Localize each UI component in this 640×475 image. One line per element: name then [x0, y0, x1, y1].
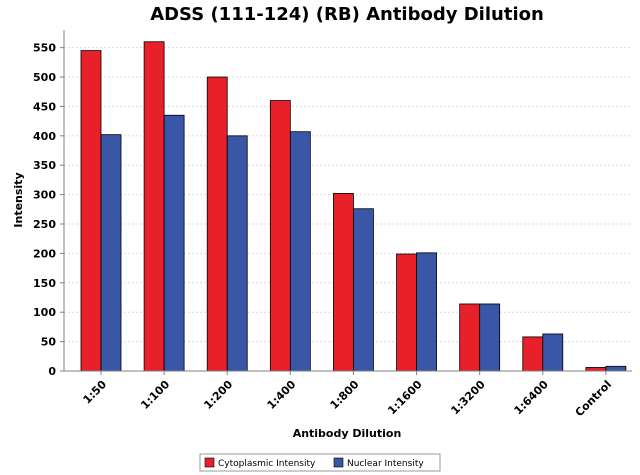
bar	[479, 303, 501, 372]
x-axis-label: Antibody Dilution	[293, 427, 402, 440]
x-tick-label: 1:3200	[448, 378, 488, 418]
y-tick-label: 50	[41, 336, 57, 349]
bar	[269, 100, 291, 372]
bar	[80, 50, 102, 372]
y-tick-label: 350	[33, 159, 56, 172]
bar	[522, 336, 544, 372]
y-tick-label: 500	[33, 71, 56, 84]
y-tick-label: 100	[33, 306, 56, 319]
y-tick-label: 400	[33, 130, 56, 143]
bar	[226, 135, 248, 372]
bar	[100, 134, 122, 372]
bar	[585, 367, 607, 372]
bar	[459, 303, 481, 372]
bar	[333, 193, 354, 372]
bars	[80, 41, 627, 372]
bar	[396, 253, 417, 372]
bar	[289, 131, 311, 372]
legend: Cytoplasmic Intensity Nuclear Intensity	[199, 453, 441, 472]
y-tick-label: 0	[48, 365, 56, 378]
y-tick-label: 200	[33, 247, 56, 260]
x-tick-label: 1:100	[138, 378, 172, 412]
legend-label: Nuclear Intensity	[347, 459, 424, 469]
bar	[605, 365, 627, 372]
y-axis-label: Intensity	[12, 172, 25, 227]
y-tick-label: 300	[33, 189, 56, 202]
legend-label: Cytoplasmic Intensity	[218, 459, 316, 469]
x-tick-label: 1:200	[201, 378, 235, 412]
bar	[143, 41, 165, 372]
x-axis: 1:50 1:100 1:200 1:400 1:800 1:1600 1:3200 1:64…	[81, 371, 614, 419]
x-tick-label: 1:50	[81, 378, 110, 407]
y-tick-label: 450	[33, 100, 56, 113]
y-tick-label: 550	[33, 42, 56, 55]
bar	[542, 333, 564, 372]
x-tick-label: Control	[573, 378, 614, 419]
y-tick-label: 250	[33, 218, 56, 231]
x-tick-label: 1:400	[265, 378, 299, 412]
bar	[353, 208, 374, 372]
bar	[416, 252, 437, 372]
x-tick-label: 1:6400	[512, 378, 552, 418]
bar	[163, 114, 185, 372]
y-tick-label: 150	[33, 277, 56, 290]
x-tick-label: 1:800	[328, 378, 362, 412]
legend-swatch	[204, 457, 215, 468]
legend-box	[199, 453, 441, 472]
chart-title: ADSS (111-124) (RB) Antibody Dilution	[150, 4, 544, 25]
bar	[206, 76, 228, 372]
y-axis: 0 50 100 150 200 250 300 350 400 450 500 550	[33, 42, 64, 378]
x-tick-label: 1:1600	[385, 378, 425, 418]
legend-swatch	[333, 457, 344, 468]
